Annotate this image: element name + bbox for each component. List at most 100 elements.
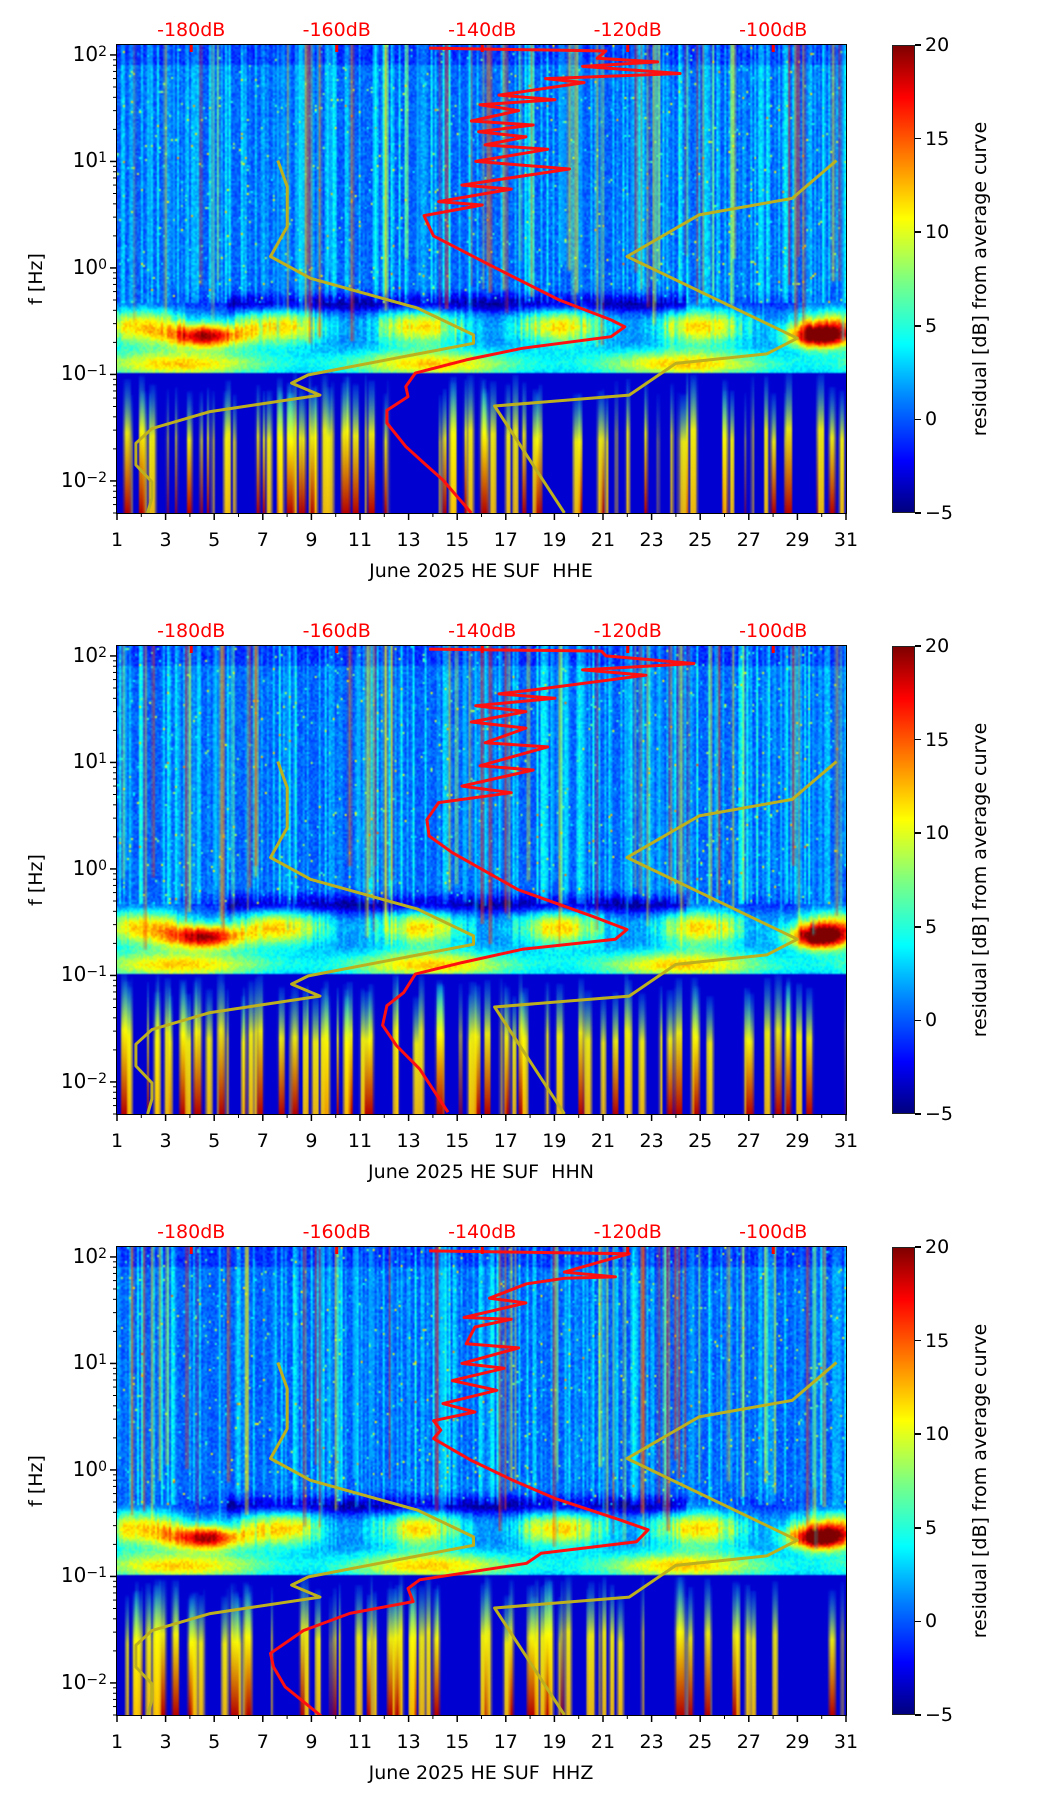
x-tick-label: 5	[208, 529, 221, 551]
db-tick-mark	[480, 45, 484, 52]
db-tick-mark	[480, 1247, 484, 1254]
colorbar-tick-label: 20	[925, 34, 950, 56]
x-tick-label: 21	[590, 529, 616, 551]
colorbar	[892, 646, 915, 1114]
db-tick-mark	[626, 646, 630, 653]
y-axis-label: f [Hz]	[25, 854, 47, 906]
colorbar-tick-mark	[915, 926, 921, 928]
average-curve-line	[269, 1249, 650, 1715]
colorbar-tick-label: −5	[925, 1103, 954, 1125]
x-tick-label: 9	[305, 1731, 318, 1753]
db-tick-label: -140dB	[448, 1221, 517, 1243]
x-tick-label: 27	[736, 529, 761, 551]
plot-area	[110, 646, 847, 1121]
colorbar-tick-label: 0	[925, 408, 938, 431]
db-tick-label: -100dB	[739, 620, 808, 642]
colorbar-tick-label: 15	[925, 127, 950, 150]
y-tick-label: 102	[73, 645, 107, 665]
low-noise-model-line	[134, 1361, 475, 1715]
db-tick-label: -100dB	[739, 19, 808, 41]
x-tick-label: 1	[110, 1130, 124, 1152]
x-tick-label: 29	[785, 529, 810, 551]
x-tick-label: 23	[639, 1731, 664, 1753]
db-tick-mark	[189, 646, 193, 653]
colorbar-tick-label: 0	[925, 1009, 938, 1032]
high-noise-model-line	[493, 760, 838, 1114]
x-tick-label: 25	[688, 1731, 713, 1753]
y-tick-base: 10	[72, 1243, 99, 1268]
db-tick-label: -180dB	[157, 19, 226, 41]
x-tick-label: 31	[833, 1130, 859, 1152]
db-tick-mark	[771, 1247, 775, 1254]
x-tick-label: 27	[736, 1731, 761, 1753]
colorbar-tick-mark	[915, 1113, 921, 1115]
y-tick-base: 10	[72, 254, 99, 279]
colorbar-tick-label: 15	[925, 1329, 950, 1352]
x-tick-label: 19	[542, 529, 567, 551]
db-tick-mark	[189, 1247, 193, 1254]
colorbar-tick-mark	[915, 1339, 921, 1342]
db-tick-label: -120dB	[593, 19, 662, 41]
spectrogram-panel-2: 102 101 100 10−1 10−2 1 3 5 7 9 11 13 15 17 19 21 23 25 27…	[0, 1202, 1052, 1803]
db-tick-mark	[626, 45, 630, 52]
y-tick-exponent: 0	[98, 1458, 107, 1475]
y-tick-base: 10	[60, 1068, 87, 1093]
x-tick-label: 23	[639, 1130, 664, 1152]
db-tick-label: -160dB	[302, 1221, 371, 1243]
x-tick-label: 31	[833, 1731, 859, 1753]
y-tick-exponent: 0	[98, 256, 107, 273]
y-tick-exponent: 2	[98, 1245, 107, 1262]
y-tick-exponent: 1	[98, 751, 107, 768]
colorbar	[892, 45, 915, 513]
colorbar-tick-mark	[915, 645, 921, 647]
db-tick-label: -100dB	[739, 1221, 808, 1243]
colorbar-tick-label: 10	[925, 822, 950, 845]
y-tick-label: 102	[73, 1246, 107, 1266]
db-tick-mark	[771, 45, 775, 52]
x-tick-label: 29	[785, 1130, 810, 1152]
colorbar-tick-label: 10	[925, 1423, 950, 1446]
y-tick-label: 10−2	[61, 1071, 107, 1091]
colorbar-tick-label: 5	[925, 314, 938, 337]
y-tick-label: 101	[73, 150, 107, 170]
x-tick-label: 31	[833, 529, 859, 551]
y-tick-label: 100	[73, 1459, 107, 1479]
y-tick-label: 10−2	[61, 470, 107, 490]
y-tick-exponent: 2	[98, 43, 107, 60]
x-axis-label: June 2025 HE SUF HHZ	[368, 1762, 594, 1784]
x-tick-label: 7	[256, 1731, 269, 1753]
x-tick-label: 3	[159, 1731, 172, 1753]
db-tick-label: -160dB	[302, 19, 371, 41]
curves-overlay	[110, 646, 847, 1121]
x-tick-label: 15	[445, 529, 470, 551]
colorbar-tick-mark	[915, 1433, 921, 1435]
x-tick-label: 11	[347, 1130, 373, 1152]
x-tick-label: 17	[493, 529, 518, 551]
db-tick-mark	[626, 1247, 630, 1254]
colorbar-tick-label: −5	[925, 502, 954, 524]
colorbar-tick-mark	[915, 1714, 921, 1716]
x-tick-label: 1	[110, 529, 124, 551]
db-tick-label: -120dB	[593, 620, 662, 642]
high-noise-model-line	[493, 159, 838, 513]
db-tick-mark	[771, 646, 775, 653]
y-tick-base: 10	[60, 361, 87, 386]
y-tick-base: 10	[60, 467, 87, 492]
high-noise-model-line	[493, 1361, 838, 1715]
colorbar-tick-label: 5	[925, 915, 938, 938]
y-tick-label: 100	[73, 257, 107, 277]
y-tick-exponent: −2	[86, 1070, 107, 1087]
colorbar-tick-mark	[915, 738, 921, 741]
y-tick-base: 10	[60, 1669, 87, 1694]
colorbar-label: residual [dB] from average curve	[969, 1323, 991, 1639]
plot-area	[110, 1247, 847, 1722]
y-tick-label: 10−1	[61, 964, 107, 984]
colorbar-tick-mark	[915, 325, 921, 327]
x-tick-label: 15	[445, 1731, 470, 1753]
y-axis-label: f [Hz]	[25, 253, 47, 305]
y-tick-label: 101	[73, 751, 107, 771]
average-curve-line	[381, 647, 696, 1114]
x-tick-label: 25	[688, 1130, 713, 1152]
x-tick-label: 11	[347, 529, 373, 551]
x-tick-label: 13	[396, 1130, 421, 1152]
